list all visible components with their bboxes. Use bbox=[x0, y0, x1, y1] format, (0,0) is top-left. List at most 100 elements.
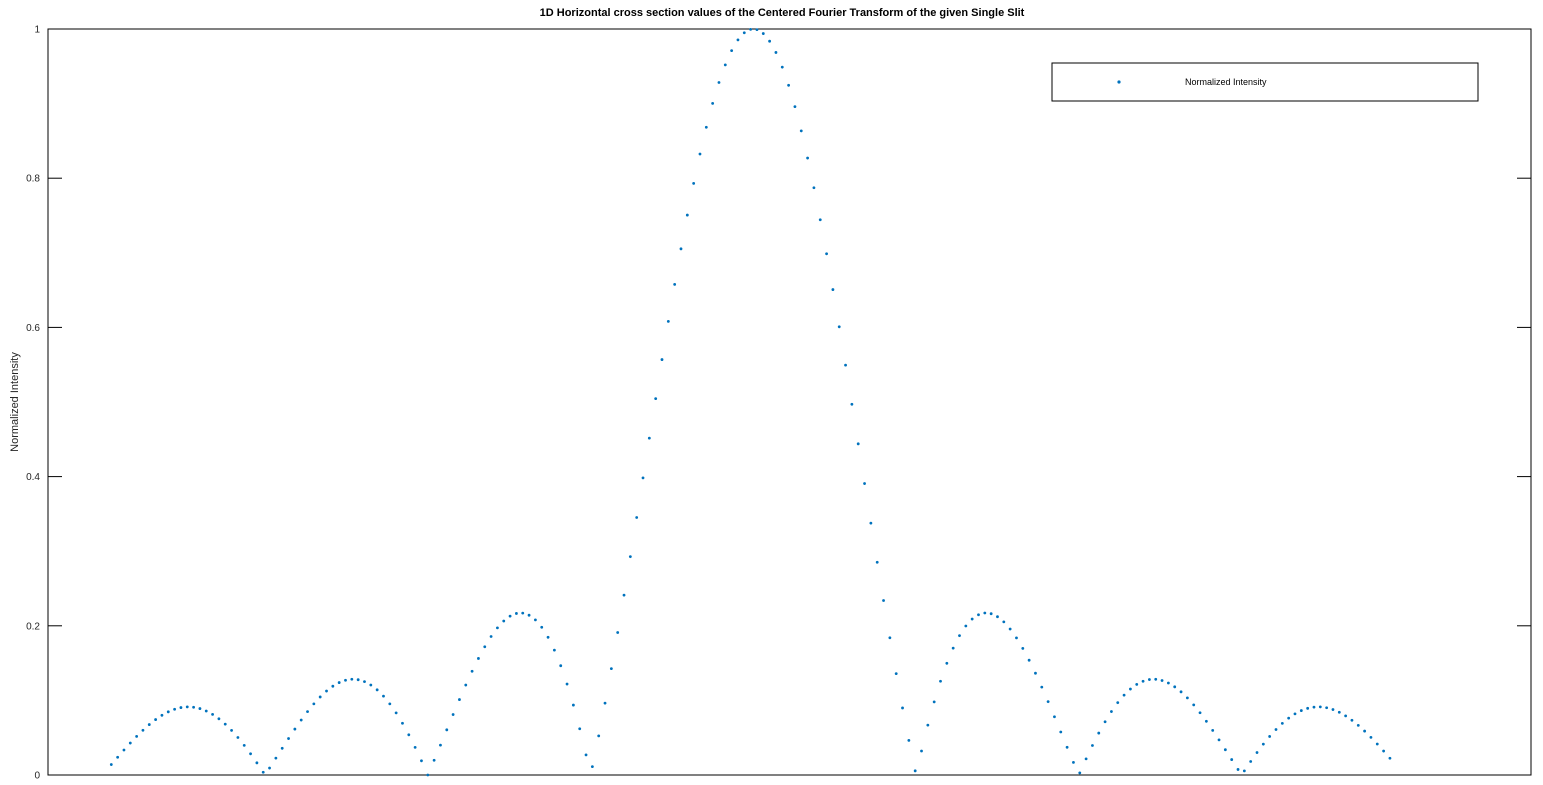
data-point bbox=[1179, 690, 1183, 694]
y-tick-label: 0.4 bbox=[26, 472, 40, 483]
data-point bbox=[198, 707, 202, 710]
data-point bbox=[287, 737, 290, 740]
data-point bbox=[673, 282, 677, 286]
data-point bbox=[749, 27, 753, 31]
data-point bbox=[1325, 706, 1329, 710]
data-point bbox=[977, 613, 980, 617]
data-point bbox=[451, 713, 455, 716]
data-point bbox=[413, 745, 417, 749]
data-point bbox=[293, 727, 297, 731]
data-point bbox=[1255, 751, 1259, 754]
data-point bbox=[755, 28, 759, 32]
data-point bbox=[894, 672, 898, 676]
y-axis: 0 0.2 0.4 0.6 0.8 1 bbox=[26, 25, 1531, 782]
data-point bbox=[578, 727, 582, 731]
data-point bbox=[1040, 685, 1044, 689]
data-point bbox=[774, 51, 778, 54]
data-point bbox=[179, 706, 183, 709]
data-point bbox=[458, 698, 461, 701]
data-point bbox=[730, 49, 734, 53]
data-point bbox=[204, 709, 208, 713]
data-point bbox=[920, 749, 923, 753]
data-point bbox=[464, 683, 468, 687]
data-point bbox=[515, 612, 518, 615]
data-point bbox=[869, 521, 873, 525]
data-point bbox=[970, 617, 974, 621]
data-point bbox=[609, 667, 613, 671]
data-point bbox=[831, 288, 835, 291]
data-point bbox=[996, 615, 999, 619]
data-point bbox=[1135, 682, 1139, 686]
y-tick-label: 1 bbox=[34, 25, 40, 36]
data-point bbox=[1072, 760, 1075, 764]
data-point bbox=[1015, 636, 1018, 640]
data-point bbox=[337, 681, 341, 684]
data-point bbox=[559, 664, 563, 668]
y-axis-label: Normalized Intensity bbox=[9, 352, 21, 452]
data-point bbox=[439, 743, 442, 747]
legend-label: Normalized Intensity bbox=[1185, 77, 1267, 87]
chart-title: 1D Horizontal cross section values of th… bbox=[540, 7, 1025, 19]
data-point bbox=[1129, 687, 1132, 691]
data-point bbox=[1204, 719, 1208, 723]
data-point bbox=[603, 701, 607, 705]
data-point bbox=[496, 626, 499, 630]
data-point bbox=[635, 516, 639, 519]
data-point bbox=[622, 593, 626, 597]
data-point bbox=[242, 743, 246, 747]
data-point bbox=[1192, 703, 1196, 707]
data-point bbox=[508, 614, 512, 618]
legend: Normalized Intensity bbox=[1051, 62, 1479, 102]
data-point bbox=[863, 482, 866, 485]
legend-marker bbox=[1117, 80, 1121, 84]
data-point bbox=[236, 736, 240, 739]
data-point bbox=[331, 684, 335, 688]
data-point bbox=[135, 735, 139, 738]
data-point bbox=[477, 657, 480, 660]
data-point bbox=[426, 773, 430, 777]
data-point bbox=[147, 723, 151, 726]
data-point bbox=[1306, 706, 1310, 710]
data-point bbox=[711, 101, 715, 105]
y-tick-label: 0.8 bbox=[26, 174, 40, 185]
data-point bbox=[654, 397, 658, 400]
data-point bbox=[1293, 712, 1297, 716]
data-point bbox=[1034, 671, 1037, 675]
y-tick-label: 0 bbox=[34, 771, 40, 782]
data-point bbox=[768, 39, 772, 43]
data-point bbox=[717, 81, 721, 84]
data-point bbox=[1091, 744, 1094, 747]
data-point bbox=[660, 358, 664, 361]
data-point bbox=[1027, 658, 1031, 662]
data-point bbox=[432, 758, 436, 762]
data-point bbox=[1280, 721, 1284, 725]
data-point bbox=[1046, 700, 1050, 704]
data-point bbox=[489, 635, 493, 638]
data-point bbox=[1103, 720, 1107, 724]
data-point bbox=[666, 320, 670, 323]
data-point bbox=[527, 613, 531, 617]
data-point bbox=[597, 734, 601, 738]
data-point bbox=[223, 722, 227, 726]
data-point bbox=[1084, 757, 1088, 761]
data-point bbox=[1223, 748, 1227, 752]
data-point bbox=[552, 648, 556, 652]
data-point bbox=[1185, 696, 1189, 700]
data-point bbox=[983, 611, 987, 615]
data-point bbox=[420, 759, 423, 763]
data-point bbox=[1116, 701, 1120, 705]
data-point bbox=[268, 766, 271, 770]
data-point bbox=[154, 718, 158, 721]
data-point bbox=[926, 723, 930, 727]
data-point bbox=[628, 555, 632, 559]
data-point bbox=[565, 682, 569, 686]
data-point bbox=[907, 739, 911, 742]
data-point bbox=[1154, 677, 1158, 681]
y-tick-label: 0.6 bbox=[26, 323, 40, 334]
data-point bbox=[344, 678, 347, 682]
data-point bbox=[875, 560, 879, 564]
data-point bbox=[1173, 685, 1177, 689]
data-point bbox=[1059, 730, 1063, 734]
data-point bbox=[388, 702, 392, 706]
